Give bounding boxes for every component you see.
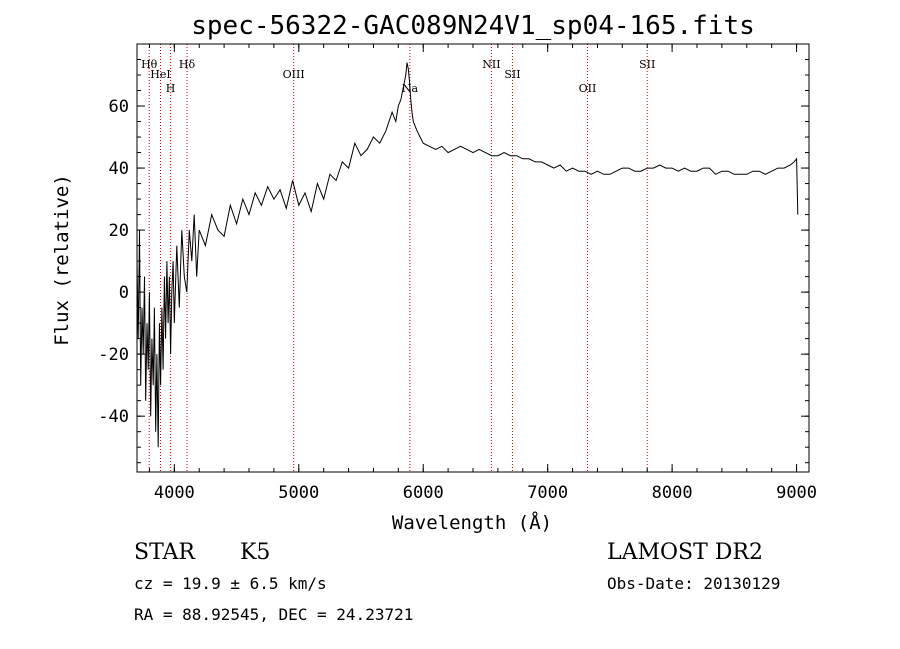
y-tick-label: -40 [98, 407, 129, 427]
line-marker-label: H [166, 82, 176, 95]
object-class: STAR [134, 540, 196, 565]
x-axis: 4000 5000 6000 7000 8000 9000 [148, 44, 817, 503]
y-tick-label: 60 [109, 97, 129, 117]
y-axis: -40 -20 0 20 40 60 [98, 59, 809, 464]
redshift-cz: cz = 19.9 ± 6.5 km/s [134, 574, 327, 593]
x-tick-label: 9000 [776, 483, 817, 503]
x-tick-label: 7000 [527, 483, 568, 503]
line-marker-label: OIII [283, 68, 305, 81]
line-marker-label: SII [504, 68, 520, 81]
spectrum-series-line [136, 62, 799, 448]
x-tick-label: 8000 [652, 483, 693, 503]
line-marker-label: Hθ [141, 58, 158, 71]
line-marker-label: Hδ [179, 58, 196, 71]
plot-frame [136, 43, 810, 473]
y-tick-label: -20 [98, 345, 129, 365]
y-tick-label: 0 [119, 283, 129, 303]
x-tick-label: 6000 [403, 483, 444, 503]
x-axis-label: Wavelength (Å) [392, 511, 552, 534]
obs-date: Obs-Date: 20130129 [607, 574, 780, 593]
y-tick-label: 40 [109, 159, 129, 179]
y-tick-label: 20 [109, 221, 129, 241]
x-tick-label: 4000 [154, 483, 195, 503]
chart-title: spec-56322-GAC089N24V1_sp04-165.fits [191, 11, 755, 41]
ra-dec: RA = 88.92545, DEC = 24.23721 [134, 605, 413, 624]
x-tick-label: 5000 [278, 483, 319, 503]
survey-name: LAMOST DR2 [607, 540, 763, 565]
line-marker-label: SII [639, 58, 655, 71]
line-marker-label: HeI [150, 68, 170, 81]
object-subclass: K5 [240, 540, 270, 565]
line-marker-label: NII [482, 58, 500, 71]
y-axis-label: Flux (relative) [51, 174, 73, 346]
line-marker-label: OII [579, 82, 597, 95]
